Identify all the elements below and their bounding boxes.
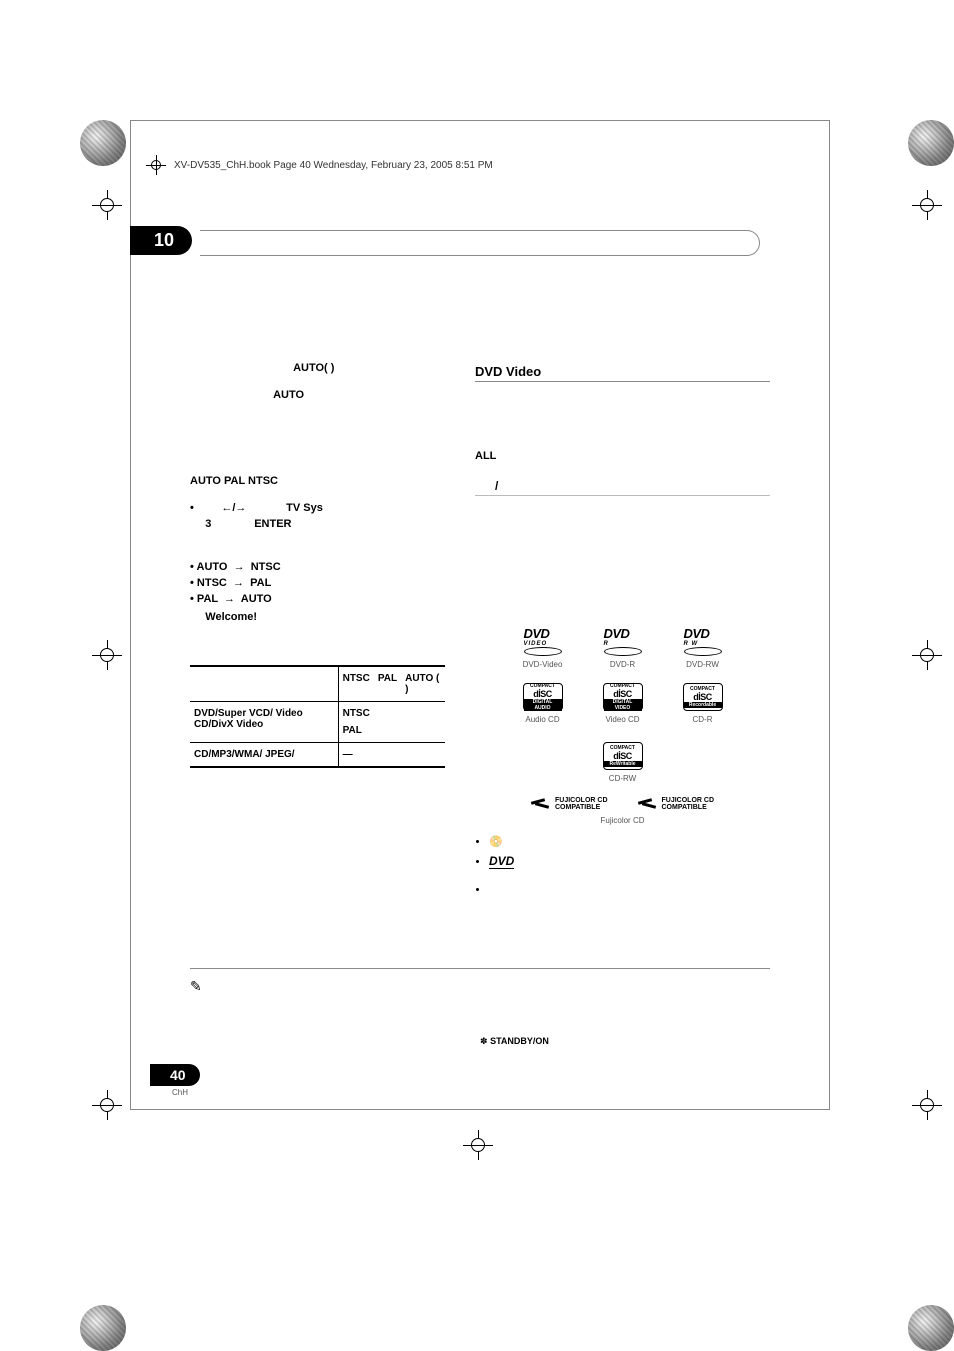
format-bullet-list: 📀 DVD <box>475 835 770 896</box>
table-cell: DVD/Super VCD/ Video CD/DivX Video <box>190 702 338 743</box>
right-column: DVD Video ALL / DVDVIDEO DVD-Video DVDR … <box>475 300 770 904</box>
modes-line: AUTO PAL NTSC <box>190 473 445 490</box>
registration-mark <box>912 190 942 220</box>
welcome-text: Welcome! <box>190 609 445 626</box>
logo-video-cd: COMPACTdİSCDIGITAL VIDEO Video CD <box>594 683 652 724</box>
registration-mark <box>912 1090 942 1120</box>
footnote: ✽ STANDBY/ON <box>480 1036 549 1047</box>
logo-audio-cd: COMPACTdİSCDIGITAL AUDIO Audio CD <box>514 683 572 724</box>
registration-mark <box>92 640 122 670</box>
note-icon: ✎ <box>190 978 202 995</box>
heading-slash: / <box>475 479 770 496</box>
print-corner-mark <box>80 120 126 166</box>
fujicolor-logo: FUJICOLOR CDCOMPATIBLE <box>531 797 608 812</box>
print-corner-mark <box>908 1305 954 1351</box>
nav-instruction: • ←/→ TV Sys 3 ENTER <box>190 500 445 533</box>
fujicolor-logos: FUJICOLOR CDCOMPATIBLE FUJICOLOR CDCOMPA… <box>475 797 770 812</box>
table-header: PAL <box>374 666 401 702</box>
divider <box>190 968 770 969</box>
logo-cd-rw: COMPACTdİSCReWritable CD-RW <box>594 742 652 783</box>
table-header: NTSC <box>338 666 374 702</box>
auto-label-2: AUTO <box>190 387 445 404</box>
compat-table: NTSC PAL AUTO ( ) DVD/Super VCD/ Video C… <box>190 665 445 768</box>
disc-logo-grid-2: COMPACTdİSCDIGITAL AUDIO Audio CD COMPAC… <box>475 683 770 783</box>
table-row: DVD/Super VCD/ Video CD/DivX Video NTSC … <box>190 702 445 743</box>
registration-mark <box>92 190 122 220</box>
list-item <box>489 884 770 896</box>
table-cell: NTSC PAL <box>338 702 374 743</box>
page-content: AUTO( ) AUTO AUTO PAL NTSC • ←/→ TV Sys … <box>190 300 770 904</box>
print-corner-mark <box>80 1305 126 1351</box>
kodak-picturecd-icon: 📀 <box>489 836 503 848</box>
dvd-icon: DVD <box>489 854 514 869</box>
page-code: ChH <box>172 1088 188 1097</box>
logo-cd-r: COMPACTdİSCRecordable CD-R <box>674 683 732 724</box>
table-cell: — <box>338 743 374 768</box>
logo-dvd-video: DVDVIDEO DVD-Video <box>514 626 572 669</box>
document-header: XV-DV535_ChH.book Page 40 Wednesday, Feb… <box>146 155 493 175</box>
mode-sequence: • PAL → AUTO <box>190 593 445 605</box>
logo-dvd-rw: DVDR W DVD-RW <box>674 626 732 669</box>
fujicolor-caption: Fujicolor CD <box>475 816 770 825</box>
table-row: CD/MP3/WMA/ JPEG/ — <box>190 743 445 768</box>
registration-mark-icon <box>146 155 166 175</box>
table-cell <box>374 743 401 768</box>
disc-logo-grid: DVDVIDEO DVD-Video DVDR DVD-R DVDR W DVD… <box>475 626 770 669</box>
table-cell <box>374 702 401 743</box>
print-corner-mark <box>908 120 954 166</box>
table-header <box>190 666 338 702</box>
document-header-text: XV-DV535_ChH.book Page 40 Wednesday, Feb… <box>174 160 493 171</box>
section-title-bar <box>200 230 760 256</box>
mode-sequence: • NTSC → PAL <box>190 577 445 589</box>
all-label: ALL <box>475 448 770 465</box>
logo-dvd-r: DVDR DVD-R <box>594 626 652 669</box>
page-number-badge: 40 <box>150 1064 200 1086</box>
table-cell <box>401 743 445 768</box>
fujicolor-logo: FUJICOLOR CDCOMPATIBLE <box>638 797 715 812</box>
section-number: 10 <box>130 226 192 255</box>
table-cell <box>401 702 445 743</box>
registration-mark <box>463 1130 493 1160</box>
list-item: 📀 <box>489 835 770 848</box>
registration-mark <box>92 1090 122 1120</box>
table-cell: CD/MP3/WMA/ JPEG/ <box>190 743 338 768</box>
left-column: AUTO( ) AUTO AUTO PAL NTSC • ←/→ TV Sys … <box>190 300 445 904</box>
mode-sequence: • AUTO → NTSC <box>190 561 445 573</box>
registration-mark <box>912 640 942 670</box>
heading-dvd-video: DVD Video <box>475 364 770 382</box>
table-header: AUTO ( ) <box>401 666 445 702</box>
list-item: DVD <box>489 854 770 868</box>
auto-label: AUTO( ) <box>190 360 445 377</box>
section-number-badge: 10 <box>130 226 192 255</box>
